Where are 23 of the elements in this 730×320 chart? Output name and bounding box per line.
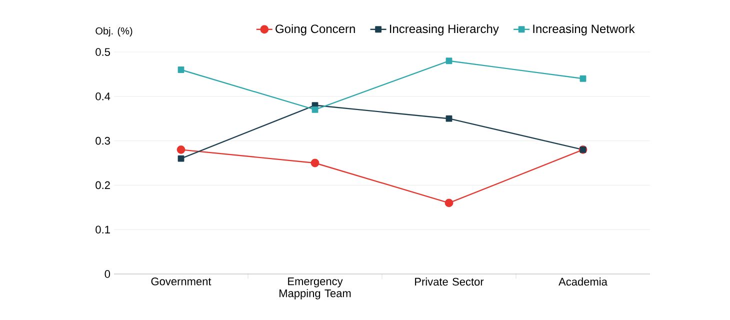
point	[312, 106, 318, 113]
point	[176, 145, 186, 154]
x-tick-label: Emergency Mapping Team	[280, 278, 351, 300]
y-tick-label: 0.1	[96, 226, 110, 234]
y-tick-label: 0.4	[96, 92, 110, 100]
x-tick-label: Academia	[558, 278, 608, 286]
point	[444, 198, 454, 208]
y-tick-label: 0.3	[96, 136, 110, 145]
point	[178, 66, 184, 73]
y-axis-title: Obj. (%)	[96, 27, 132, 36]
point	[446, 115, 452, 122]
x-tick-label: Private Sector	[415, 278, 484, 286]
legend-label: Going Concern	[276, 24, 355, 36]
point	[310, 158, 320, 168]
y-tick-label: 0	[104, 270, 110, 278]
y-tick-label: 0.5	[96, 48, 110, 56]
y-tick-label: 0.2	[96, 181, 110, 190]
point	[580, 75, 586, 82]
x-tick-label: Government	[151, 278, 212, 286]
legend-label: Increasing Network	[533, 24, 635, 36]
point	[178, 155, 184, 162]
point	[446, 58, 452, 64]
legend-label: Increasing Hierarchy	[390, 24, 499, 36]
